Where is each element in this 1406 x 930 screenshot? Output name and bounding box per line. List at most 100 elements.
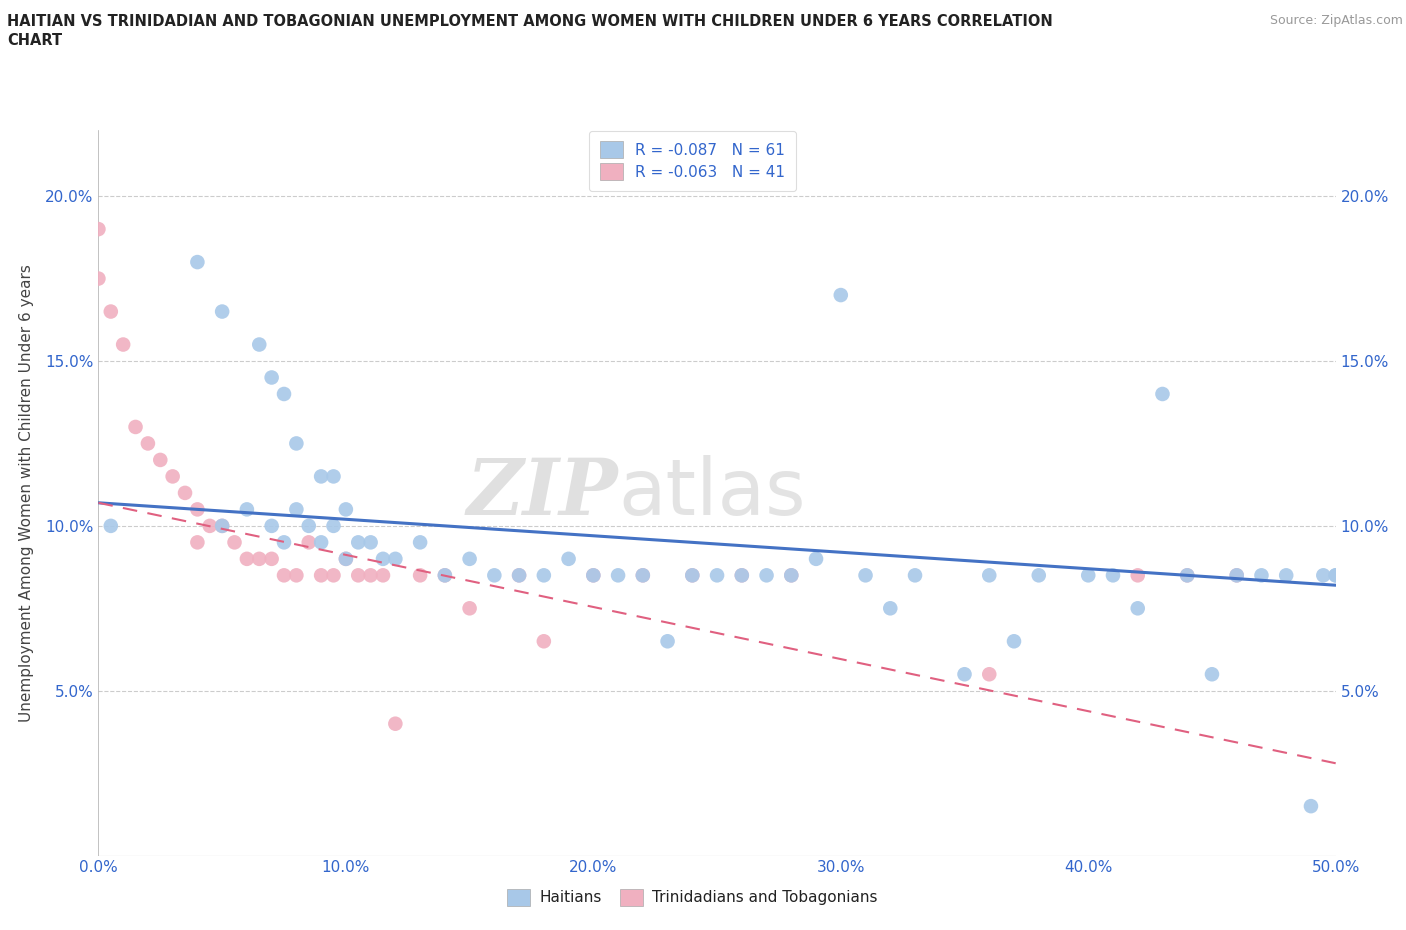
Point bbox=[298, 518, 321, 533]
Point bbox=[631, 568, 654, 583]
Point bbox=[1175, 568, 1198, 583]
Point bbox=[631, 568, 654, 583]
Point bbox=[384, 716, 406, 731]
Point bbox=[174, 485, 197, 500]
Point bbox=[657, 634, 679, 649]
Point bbox=[1028, 568, 1050, 583]
Point bbox=[681, 568, 703, 583]
Point bbox=[285, 436, 308, 451]
Point bbox=[1152, 387, 1174, 402]
Point bbox=[979, 568, 1001, 583]
Point bbox=[335, 551, 357, 566]
Point bbox=[582, 568, 605, 583]
Point bbox=[1226, 568, 1249, 583]
Point bbox=[1226, 568, 1249, 583]
Point bbox=[1250, 568, 1272, 583]
Point bbox=[211, 304, 233, 319]
Point bbox=[285, 502, 308, 517]
Point bbox=[260, 370, 283, 385]
Point bbox=[508, 568, 530, 583]
Point bbox=[309, 535, 332, 550]
Point bbox=[198, 518, 221, 533]
Point bbox=[508, 568, 530, 583]
Point bbox=[322, 568, 344, 583]
Point bbox=[309, 469, 332, 484]
Point bbox=[1324, 568, 1347, 583]
Point bbox=[100, 304, 122, 319]
Point bbox=[607, 568, 630, 583]
Point bbox=[360, 568, 382, 583]
Point bbox=[1275, 568, 1298, 583]
Point bbox=[335, 551, 357, 566]
Point bbox=[87, 272, 110, 286]
Point bbox=[322, 518, 344, 533]
Point bbox=[87, 221, 110, 236]
Legend: Haitians, Trinidadians and Tobagonians: Haitians, Trinidadians and Tobagonians bbox=[499, 882, 886, 913]
Point bbox=[347, 568, 370, 583]
Point bbox=[953, 667, 976, 682]
Text: ZIP: ZIP bbox=[467, 455, 619, 531]
Text: atlas: atlas bbox=[619, 455, 806, 531]
Point bbox=[371, 568, 394, 583]
Point bbox=[285, 568, 308, 583]
Point bbox=[186, 535, 208, 550]
Point bbox=[273, 387, 295, 402]
Point bbox=[224, 535, 246, 550]
Point bbox=[149, 453, 172, 468]
Point bbox=[298, 535, 321, 550]
Point bbox=[433, 568, 456, 583]
Point bbox=[1002, 634, 1025, 649]
Point bbox=[582, 568, 605, 583]
Point bbox=[731, 568, 754, 583]
Point bbox=[211, 518, 233, 533]
Point bbox=[186, 255, 208, 270]
Point bbox=[1175, 568, 1198, 583]
Point bbox=[273, 568, 295, 583]
Point bbox=[904, 568, 927, 583]
Point bbox=[780, 568, 803, 583]
Point bbox=[260, 518, 283, 533]
Point bbox=[458, 601, 481, 616]
Point bbox=[211, 518, 233, 533]
Point bbox=[1126, 568, 1149, 583]
Point bbox=[186, 502, 208, 517]
Point bbox=[1126, 601, 1149, 616]
Point bbox=[347, 535, 370, 550]
Point bbox=[112, 337, 135, 352]
Point bbox=[273, 535, 295, 550]
Point bbox=[557, 551, 579, 566]
Point bbox=[100, 518, 122, 533]
Point bbox=[458, 551, 481, 566]
Point bbox=[533, 634, 555, 649]
Text: Source: ZipAtlas.com: Source: ZipAtlas.com bbox=[1270, 14, 1403, 27]
Point bbox=[1299, 799, 1322, 814]
Point bbox=[780, 568, 803, 583]
Point bbox=[830, 287, 852, 302]
Point bbox=[681, 568, 703, 583]
Point bbox=[804, 551, 827, 566]
Point bbox=[162, 469, 184, 484]
Point bbox=[1324, 568, 1347, 583]
Point bbox=[236, 502, 259, 517]
Point bbox=[409, 568, 432, 583]
Point bbox=[360, 535, 382, 550]
Point bbox=[1201, 667, 1223, 682]
Y-axis label: Unemployment Among Women with Children Under 6 years: Unemployment Among Women with Children U… bbox=[20, 264, 34, 722]
Text: HAITIAN VS TRINIDADIAN AND TOBAGONIAN UNEMPLOYMENT AMONG WOMEN WITH CHILDREN UND: HAITIAN VS TRINIDADIAN AND TOBAGONIAN UN… bbox=[7, 14, 1053, 29]
Point bbox=[1312, 568, 1334, 583]
Point bbox=[335, 502, 357, 517]
Point bbox=[247, 337, 270, 352]
Point bbox=[484, 568, 506, 583]
Point bbox=[260, 551, 283, 566]
Point bbox=[879, 601, 901, 616]
Point bbox=[706, 568, 728, 583]
Point bbox=[322, 469, 344, 484]
Point bbox=[755, 568, 778, 583]
Point bbox=[371, 551, 394, 566]
Point bbox=[855, 568, 877, 583]
Text: CHART: CHART bbox=[7, 33, 62, 47]
Point bbox=[236, 551, 259, 566]
Point bbox=[979, 667, 1001, 682]
Point bbox=[533, 568, 555, 583]
Point bbox=[1102, 568, 1125, 583]
